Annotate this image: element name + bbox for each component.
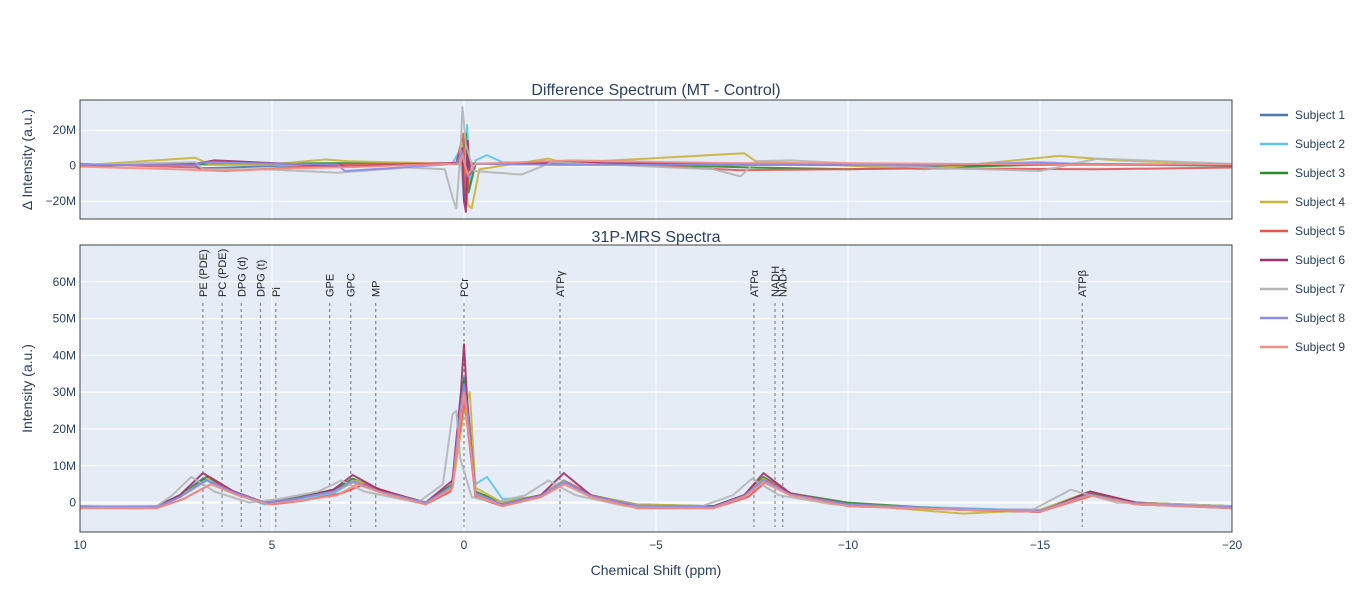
peak-label: ATPβ <box>1077 270 1089 297</box>
difference-title: Difference Spectrum (MT - Control) <box>531 82 780 99</box>
spectra-x-axis-title: Chemical Shift (ppm) <box>591 562 722 578</box>
spectra-plot-frame <box>79 244 1233 533</box>
legend-item[interactable]: Subject 9 <box>1260 340 1345 354</box>
peak-label: DPG (t) <box>255 260 267 297</box>
spectra-series-group <box>79 343 1233 515</box>
difference-y-axis-title: Δ Intensity (a.u.) <box>19 109 35 210</box>
legend-label: Subject 8 <box>1295 311 1345 325</box>
legend-label: Subject 2 <box>1295 137 1345 151</box>
difference-panel: −20M 0 20M Difference Spectrum (MT - Contr… <box>19 82 1233 220</box>
peak-label: DPG (d) <box>236 257 248 297</box>
spectra-y-axis-title: Intensity (a.u.) <box>19 344 35 433</box>
y-tick-label: 50M <box>53 312 76 326</box>
legend-label: Subject 5 <box>1295 224 1345 238</box>
peak-label: ATPγ <box>555 270 567 297</box>
series-line-subject-9 <box>80 391 1233 513</box>
spectra-y-ticks: 0 10M 20M 30M 40M 50M 60M <box>53 275 77 510</box>
legend-label: Subject 3 <box>1295 166 1345 180</box>
peak-label: GPC <box>346 273 358 297</box>
peak-label: GPE <box>325 274 337 297</box>
legend-label: Subject 1 <box>1295 108 1345 122</box>
series-line-subject-7 <box>79 409 1233 511</box>
difference-y-ticks: −20M 0 20M <box>46 123 77 208</box>
legend-label: Subject 4 <box>1295 195 1345 209</box>
peak-label: PCr <box>459 278 471 297</box>
spectra-panel: PE (PDE) PC (PDE) DPG (d) DPG (t) Pi GPE GPC MP… <box>19 229 1243 578</box>
peak-label: ATPα <box>749 269 761 297</box>
y-tick-label: −20M <box>46 194 76 208</box>
x-tick-label: −15 <box>1030 538 1051 552</box>
legend-label: Subject 9 <box>1295 340 1345 354</box>
peak-label: NAD+ <box>778 267 790 297</box>
legend-item[interactable]: Subject 1 <box>1260 108 1345 122</box>
series-line-subject-9 <box>79 154 1233 176</box>
difference-series-group <box>79 106 1233 213</box>
legend-item[interactable]: Subject 2 <box>1260 137 1345 151</box>
x-tick-label: −10 <box>838 538 859 552</box>
legend-item[interactable]: Subject 4 <box>1260 195 1345 209</box>
y-tick-label: 10M <box>53 459 76 473</box>
legend[interactable]: Subject 1 Subject 2 Subject 3 Subject 4 Subj… <box>1260 108 1345 354</box>
legend-item[interactable]: Subject 6 <box>1260 253 1345 267</box>
spectra-peak-markers: PE (PDE) PC (PDE) DPG (d) DPG (t) Pi GPE GPC MP… <box>198 249 1089 527</box>
legend-label: Subject 6 <box>1295 253 1345 267</box>
peak-label: MP <box>371 281 383 298</box>
legend-item[interactable]: Subject 5 <box>1260 224 1345 238</box>
x-tick-label: −20 <box>1222 538 1243 552</box>
y-tick-label: 60M <box>53 275 76 289</box>
x-tick-label: 10 <box>73 538 87 552</box>
x-tick-label: 0 <box>461 538 468 552</box>
legend-label: Subject 7 <box>1295 282 1345 296</box>
y-tick-label: 30M <box>53 385 76 399</box>
legend-item[interactable]: Subject 3 <box>1260 166 1345 180</box>
y-tick-label: 0 <box>69 159 76 173</box>
peak-label: PC (PDE) <box>217 249 229 297</box>
difference-plot-frame <box>79 99 1233 220</box>
y-tick-label: 40M <box>53 348 76 362</box>
legend-item[interactable]: Subject 8 <box>1260 311 1345 325</box>
peak-label: Pi <box>271 287 283 297</box>
y-tick-label: 20M <box>53 422 76 436</box>
spectra-x-ticks: 10 5 0 −5 −10 −15 −20 <box>73 538 1242 552</box>
spectra-title: 31P-MRS Spectra <box>592 229 721 246</box>
x-tick-label: 5 <box>269 538 276 552</box>
y-tick-label: 20M <box>53 123 76 137</box>
legend-item[interactable]: Subject 7 <box>1260 282 1345 296</box>
peak-label: NADH <box>770 266 782 297</box>
y-tick-label: 0 <box>69 496 76 510</box>
peak-label: PE (PDE) <box>198 249 210 297</box>
x-tick-label: −5 <box>649 538 663 552</box>
